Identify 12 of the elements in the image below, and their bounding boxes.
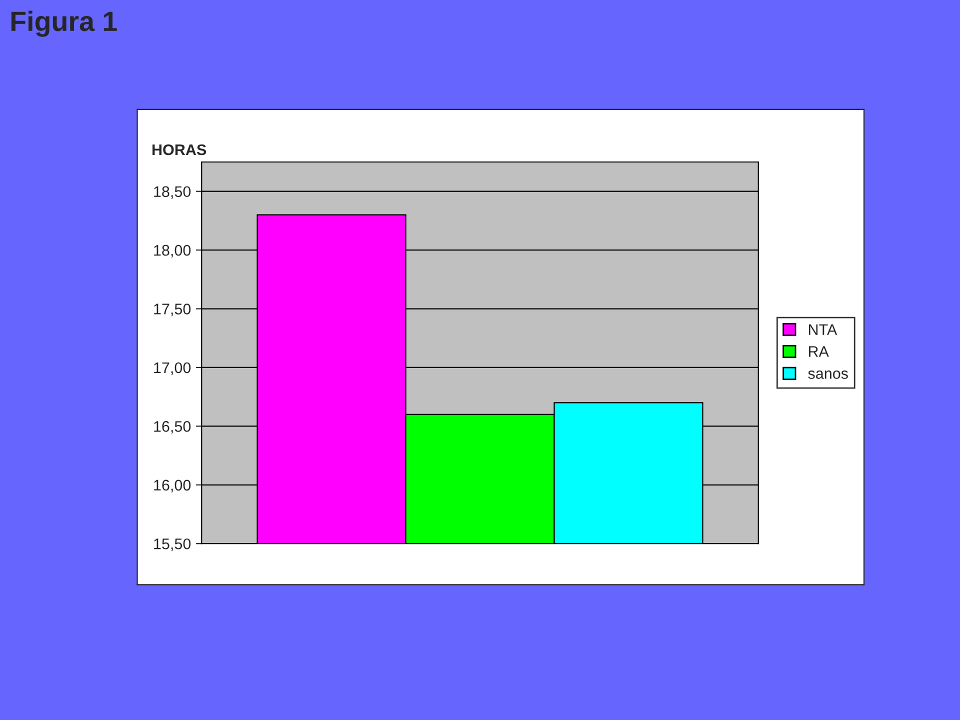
chart-title: Figura 1 [11, 10, 117, 37]
legend-label: RA [808, 346, 829, 357]
y-axis-title: HORAS [152, 144, 206, 156]
y-tick-label: 16,50 [154, 421, 191, 434]
legend-label: sanos [808, 370, 848, 379]
y-tick-label: 17,50 [154, 304, 191, 316]
legend-label: NTA [808, 324, 838, 335]
y-tick-label: 18,00 [154, 244, 191, 258]
y-tick-label: 15,50 [154, 538, 191, 552]
y-tick-label: 18,50 [154, 186, 191, 199]
y-tick-label: 17,00 [154, 362, 191, 375]
y-tick-label: 16,00 [154, 480, 191, 492]
